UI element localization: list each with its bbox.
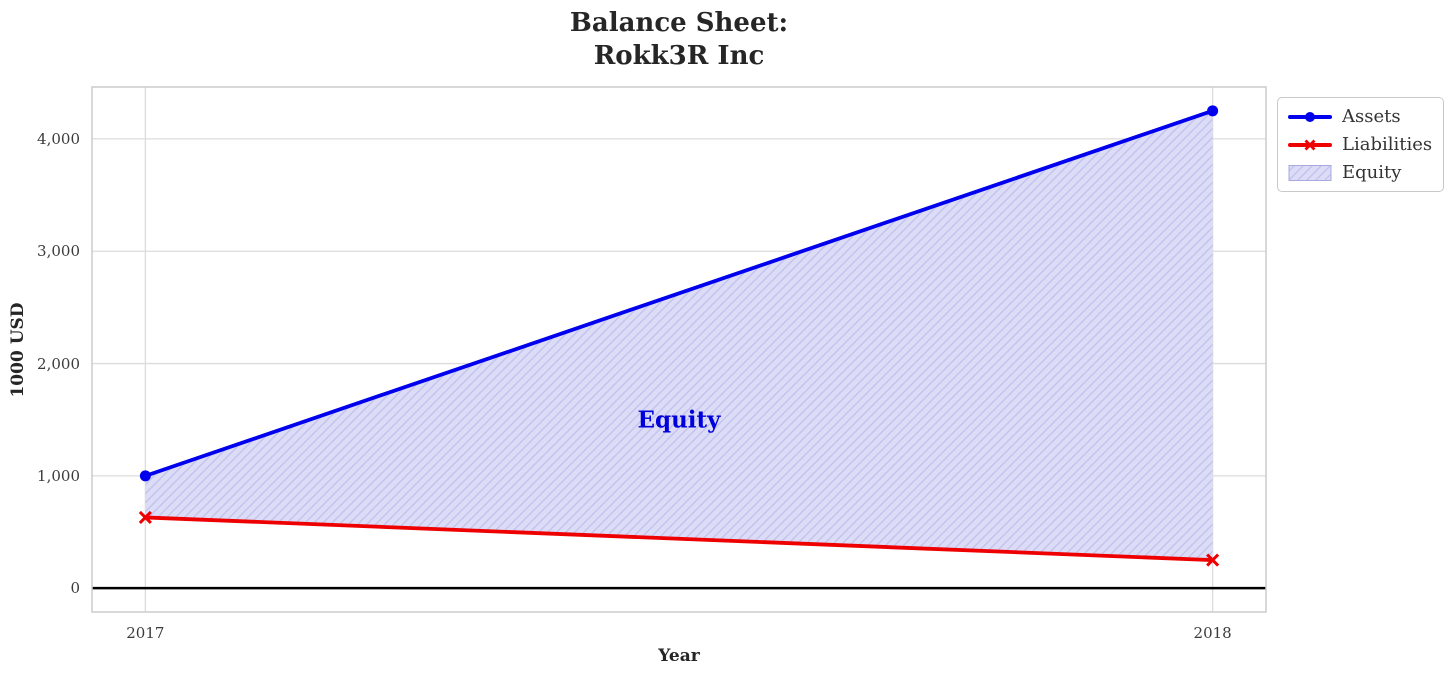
x-axis-label: Year bbox=[658, 646, 700, 666]
chart-title-line2: Rokk3R Inc bbox=[593, 41, 765, 71]
y-tick-label: 4,000 bbox=[37, 129, 80, 148]
chart-legend: Assets Liabilities Equity bbox=[1277, 97, 1444, 192]
legend-entry: Assets bbox=[1288, 104, 1433, 129]
y-tick-label: 2,000 bbox=[37, 354, 80, 373]
legend-line-circle-icon bbox=[1288, 111, 1332, 122]
chart-title: Balance Sheet: Rokk3R Inc bbox=[92, 7, 1266, 73]
legend-label: Liabilities bbox=[1342, 134, 1433, 155]
legend-label: Assets bbox=[1342, 106, 1401, 127]
y-axis-label: 1000 USD bbox=[8, 302, 28, 398]
legend-entry: Equity bbox=[1288, 160, 1433, 185]
legend-entry: Liabilities bbox=[1288, 132, 1433, 157]
legend-label: Equity bbox=[1342, 162, 1402, 183]
y-tick-label: 1,000 bbox=[37, 466, 80, 485]
y-tick-label: 3,000 bbox=[37, 242, 80, 261]
legend-line-x-icon bbox=[1288, 139, 1332, 150]
y-tick-label: 0 bbox=[70, 579, 80, 598]
x-tick-label: 2018 bbox=[1193, 624, 1232, 642]
x-tick-label: 2017 bbox=[126, 624, 165, 642]
equity-area-annotation: Equity bbox=[637, 406, 721, 434]
chart-title-line1: Balance Sheet: bbox=[569, 8, 789, 38]
legend-equity-swatch-icon bbox=[1288, 164, 1332, 181]
